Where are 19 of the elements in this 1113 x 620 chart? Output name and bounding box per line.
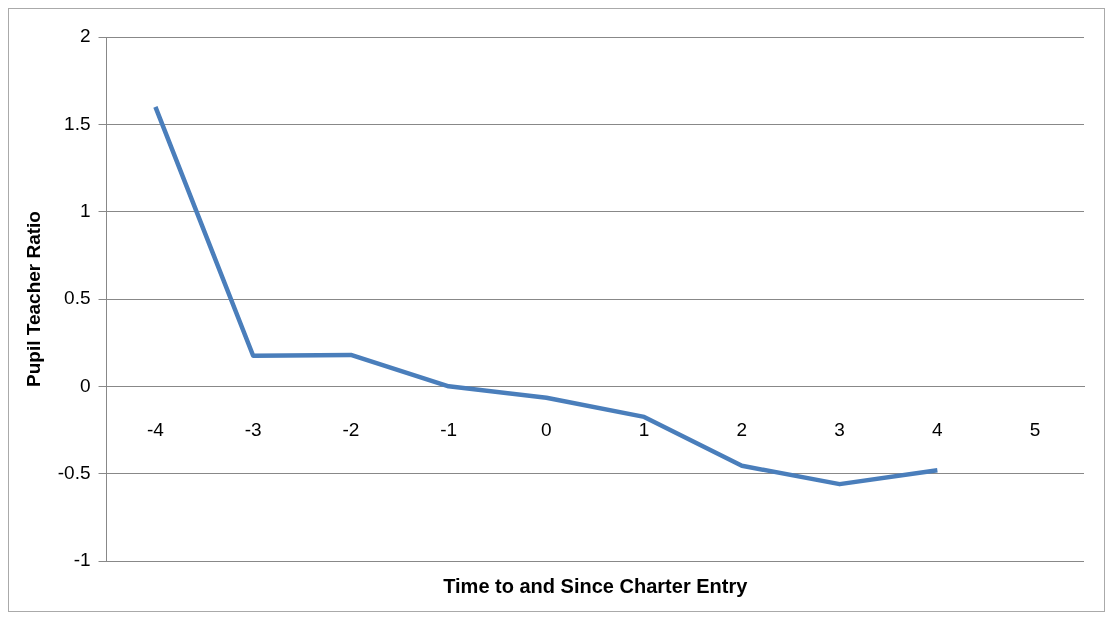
x-tick-label: 5 bbox=[1029, 418, 1041, 440]
x-tick-label: 4 bbox=[932, 418, 944, 440]
x-tick-label: -2 bbox=[342, 418, 360, 440]
y-tick-label: 1.5 bbox=[64, 112, 91, 134]
x-tick-label: -4 bbox=[146, 418, 165, 440]
y-tick-label: -0.5 bbox=[57, 461, 91, 483]
x-tick-label: 3 bbox=[834, 418, 845, 440]
y-axis-title: Pupil Teacher Ratio bbox=[22, 211, 44, 387]
y-tick-label: 0.5 bbox=[64, 287, 91, 309]
x-tick-label: 1 bbox=[638, 418, 650, 440]
y-tick-label: 1 bbox=[79, 199, 91, 221]
x-tick-label: -1 bbox=[440, 418, 458, 440]
y-tick-label: 0 bbox=[79, 374, 91, 396]
x-axis-title: Time to and Since Charter Entry bbox=[443, 574, 749, 597]
y-tick-label: 2 bbox=[79, 25, 91, 47]
x-tick-label: 0 bbox=[541, 418, 552, 440]
y-tick-label: -1 bbox=[73, 549, 91, 571]
x-tick-label: -3 bbox=[244, 418, 262, 440]
x-tick-label: 2 bbox=[736, 418, 748, 440]
